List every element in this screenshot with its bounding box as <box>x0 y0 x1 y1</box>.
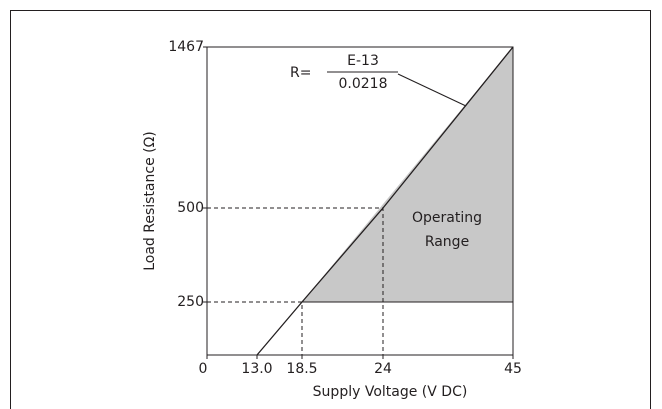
formula-denominator: 0.0218 <box>339 76 388 92</box>
x-tick-label: 13.0 <box>241 361 272 377</box>
y-tick-label: 250 <box>177 294 204 310</box>
x-tick-label: 45 <box>504 361 522 377</box>
y-tick-label: 1467 <box>168 39 204 55</box>
leader-line <box>397 73 467 107</box>
line <box>256 46 514 356</box>
reference-line <box>207 301 303 355</box>
x-tick-label: 18.5 <box>286 361 317 377</box>
y-axis-label: Load Resistance (Ω) <box>142 131 158 271</box>
plot-frame <box>206 46 514 356</box>
x-axis-label: Supply Voltage (V DC) <box>313 384 468 400</box>
operating-range <box>302 47 513 302</box>
frame <box>10 10 651 409</box>
x-tick-label: 24 <box>374 361 392 377</box>
annotation: Range <box>425 234 469 250</box>
annotation: Operating <box>412 210 482 226</box>
y-tick-label: 500 <box>177 200 204 216</box>
x-tick-label: 0 <box>199 361 208 377</box>
formula-lhs: R= <box>290 65 311 81</box>
formula-numerator: E-13 <box>347 53 379 69</box>
